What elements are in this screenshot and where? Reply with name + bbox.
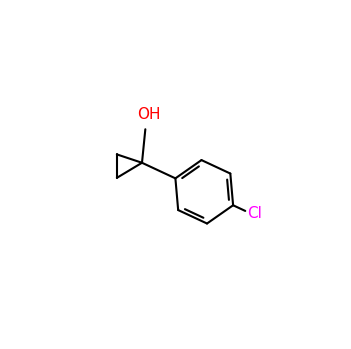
Text: OH: OH — [137, 107, 160, 122]
Text: Cl: Cl — [247, 206, 262, 221]
